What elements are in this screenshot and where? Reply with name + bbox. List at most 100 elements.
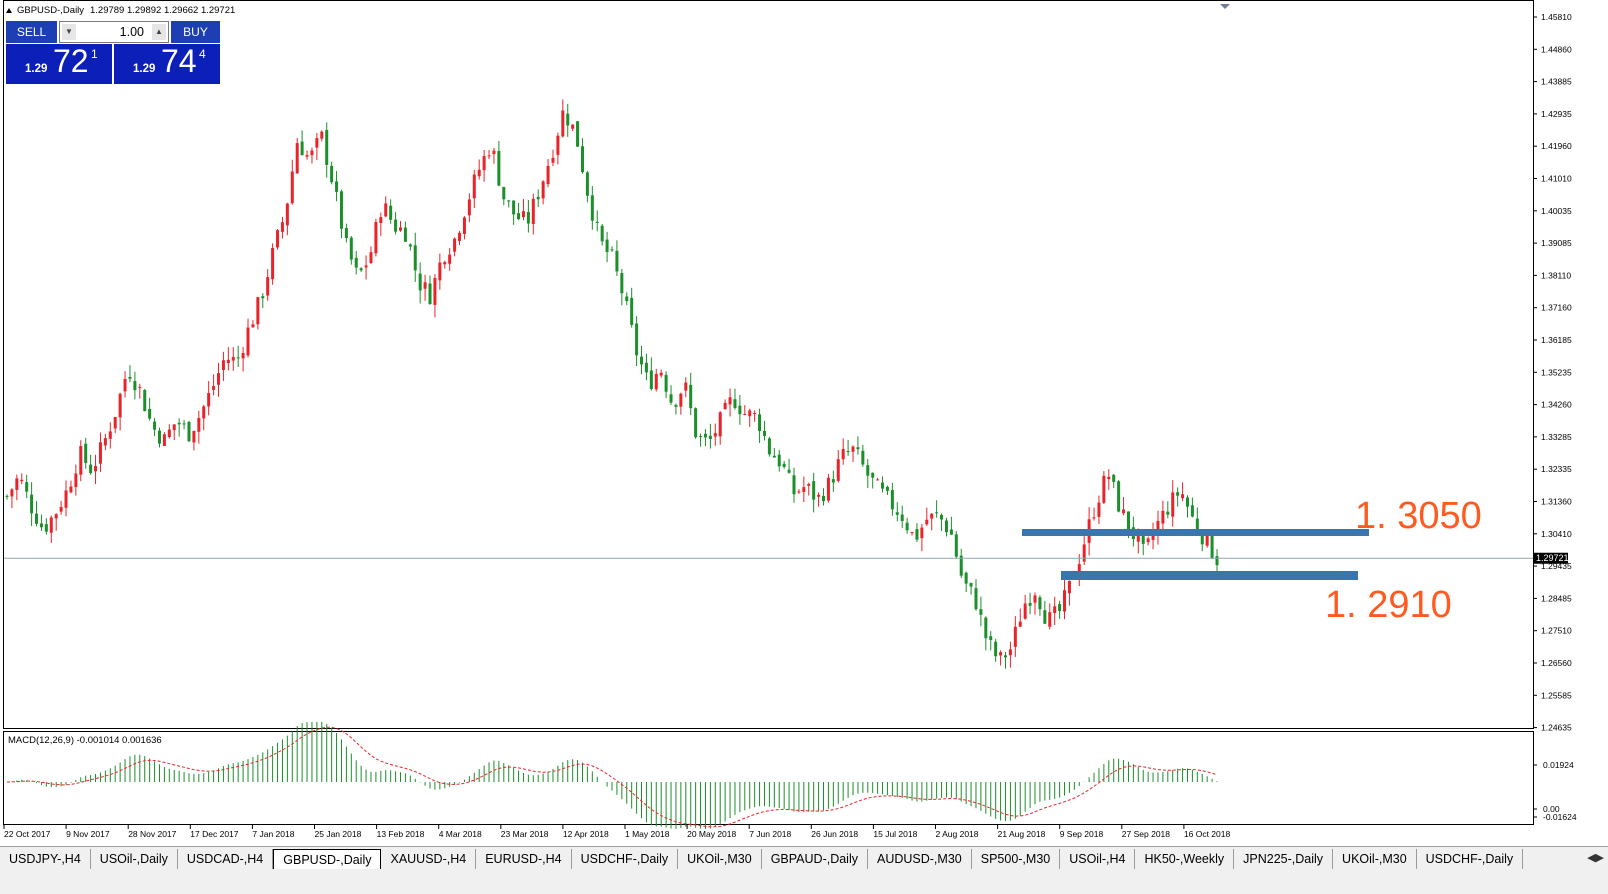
candle-body bbox=[517, 213, 521, 220]
lot-size-field: ▼ ▲ bbox=[59, 21, 169, 43]
y-tick-label: 1.24635 bbox=[1541, 723, 1572, 733]
candle-body bbox=[910, 532, 914, 534]
lot-decrease-icon[interactable]: ▼ bbox=[62, 24, 76, 40]
chart-title: GBPUSD-,Daily bbox=[17, 5, 84, 16]
tab-sp500-m30[interactable]: SP500-,M30 bbox=[972, 849, 1061, 869]
candle-body bbox=[300, 141, 304, 156]
tab-xauusd-h4[interactable]: XAUUSD-,H4 bbox=[381, 849, 477, 869]
lot-size-input[interactable] bbox=[80, 24, 144, 40]
candle-body bbox=[1097, 502, 1101, 517]
tab-usoil-h4[interactable]: USOil-,H4 bbox=[1060, 849, 1136, 869]
chart-canvas[interactable]: 1.45810 1.44860 1.43885 1.42935 1.41960 1.410… bbox=[0, 0, 1608, 846]
candle-body bbox=[236, 357, 240, 359]
candle-body bbox=[964, 572, 968, 584]
candle-body bbox=[512, 200, 516, 215]
tab-eurusd-h4[interactable]: EURUSD-,H4 bbox=[476, 849, 572, 869]
candle-body bbox=[389, 205, 393, 220]
candle-body bbox=[1043, 610, 1047, 624]
candle-body bbox=[767, 438, 771, 455]
candle-body bbox=[1058, 604, 1062, 612]
y-tick-label: 1.31360 bbox=[1541, 497, 1572, 507]
candle-body bbox=[807, 483, 811, 486]
candle-body bbox=[890, 490, 894, 510]
candle-body bbox=[98, 442, 102, 464]
candle-body bbox=[738, 405, 742, 415]
candle-body bbox=[246, 327, 250, 356]
candle-body bbox=[1166, 511, 1170, 515]
candle-body bbox=[876, 479, 880, 481]
candle-body bbox=[694, 408, 698, 438]
candle-body bbox=[762, 430, 766, 436]
tab-ukoil-m30[interactable]: UKOil-,M30 bbox=[678, 849, 762, 869]
candle-body bbox=[502, 186, 506, 200]
candle-body bbox=[15, 478, 19, 490]
tab-jpn225-daily[interactable]: JPN225-,Daily bbox=[1234, 849, 1334, 869]
candle-body bbox=[703, 433, 707, 438]
x-tick-label: 12 Apr 2018 bbox=[563, 829, 609, 839]
y-tick-label: 1.37160 bbox=[1541, 303, 1572, 313]
tab-usdcad-h4[interactable]: USDCAD-,H4 bbox=[178, 849, 274, 869]
candle-body bbox=[497, 150, 501, 186]
candle-body bbox=[521, 211, 525, 218]
tab-audusd-m30[interactable]: AUDUSD-,M30 bbox=[868, 849, 972, 869]
candle-body bbox=[472, 174, 476, 199]
candle-body bbox=[379, 217, 383, 224]
candle-body bbox=[266, 277, 270, 296]
candle-body bbox=[492, 150, 496, 155]
sell-button[interactable]: SELL bbox=[6, 21, 57, 43]
candle-body bbox=[349, 237, 353, 260]
lot-increase-icon[interactable]: ▲ bbox=[152, 24, 166, 40]
candle-body bbox=[458, 232, 462, 241]
candle-body bbox=[79, 445, 83, 475]
buy-button[interactable]: BUY bbox=[171, 21, 220, 43]
candle-body bbox=[1205, 533, 1209, 546]
candle-body bbox=[408, 244, 412, 247]
x-tick-label: 16 Oct 2018 bbox=[1184, 829, 1231, 839]
candle-body bbox=[482, 156, 486, 171]
tab-usdjpy-h4[interactable]: USDJPY-,H4 bbox=[0, 849, 91, 869]
current-price-label: 1.29721 bbox=[1536, 553, 1569, 563]
candle-body bbox=[108, 431, 112, 439]
candle-body bbox=[128, 377, 132, 379]
tab-ukoil-m30[interactable]: UKOil-,M30 bbox=[1333, 849, 1417, 869]
candle-body bbox=[94, 466, 98, 472]
sell-price-button[interactable]: 1.29 72 1 bbox=[6, 43, 112, 84]
candle-body bbox=[1008, 649, 1012, 656]
candle-body bbox=[571, 124, 575, 129]
candle-body bbox=[30, 494, 34, 514]
candle-body bbox=[797, 491, 801, 493]
tab-gbpaud-daily[interactable]: GBPAUD-,Daily bbox=[762, 849, 868, 869]
tab-usdchf-daily[interactable]: USDCHF-,Daily bbox=[572, 849, 679, 869]
candle-body bbox=[861, 450, 865, 465]
tab-gbpusd-daily[interactable]: GBPUSD-,Daily bbox=[273, 849, 382, 869]
candle-body bbox=[148, 408, 152, 419]
tab-usoil-daily[interactable]: USOil-,Daily bbox=[91, 849, 178, 869]
candle-body bbox=[226, 359, 230, 364]
x-tick-label: 15 Jul 2018 bbox=[873, 829, 917, 839]
buy-price-button[interactable]: 1.29 74 4 bbox=[114, 43, 220, 84]
x-tick-label: 2 Aug 2018 bbox=[936, 829, 979, 839]
buy-price-big: 74 bbox=[161, 43, 197, 79]
candle-body bbox=[792, 475, 796, 495]
tab-usdchf-daily[interactable]: USDCHF-,Daily bbox=[1417, 849, 1524, 869]
candle-body bbox=[659, 372, 663, 376]
candle-body bbox=[1092, 517, 1096, 519]
candle-body bbox=[802, 487, 806, 492]
candle-body bbox=[1141, 535, 1145, 544]
candle-body bbox=[335, 181, 339, 192]
candle-body bbox=[1210, 535, 1214, 559]
candle-body bbox=[310, 150, 314, 156]
y-tick-label: 1.44860 bbox=[1541, 44, 1572, 54]
candle-body bbox=[487, 155, 491, 157]
candle-body bbox=[1215, 556, 1219, 566]
candle-body bbox=[630, 297, 634, 325]
candle-body bbox=[546, 165, 550, 185]
y-tick-label: 1.43885 bbox=[1541, 77, 1572, 87]
chart-menu-icon[interactable] bbox=[6, 8, 12, 13]
candle-body bbox=[1156, 520, 1160, 536]
tab-hk50-weekly[interactable]: HK50-,Weekly bbox=[1135, 849, 1235, 869]
tab-scroll-arrows-icon[interactable]: ◀▶ bbox=[1587, 852, 1604, 864]
y-tick-label: 1.34260 bbox=[1541, 400, 1572, 410]
x-tick-label: 25 Jan 2018 bbox=[315, 829, 362, 839]
candle-body bbox=[364, 265, 368, 268]
